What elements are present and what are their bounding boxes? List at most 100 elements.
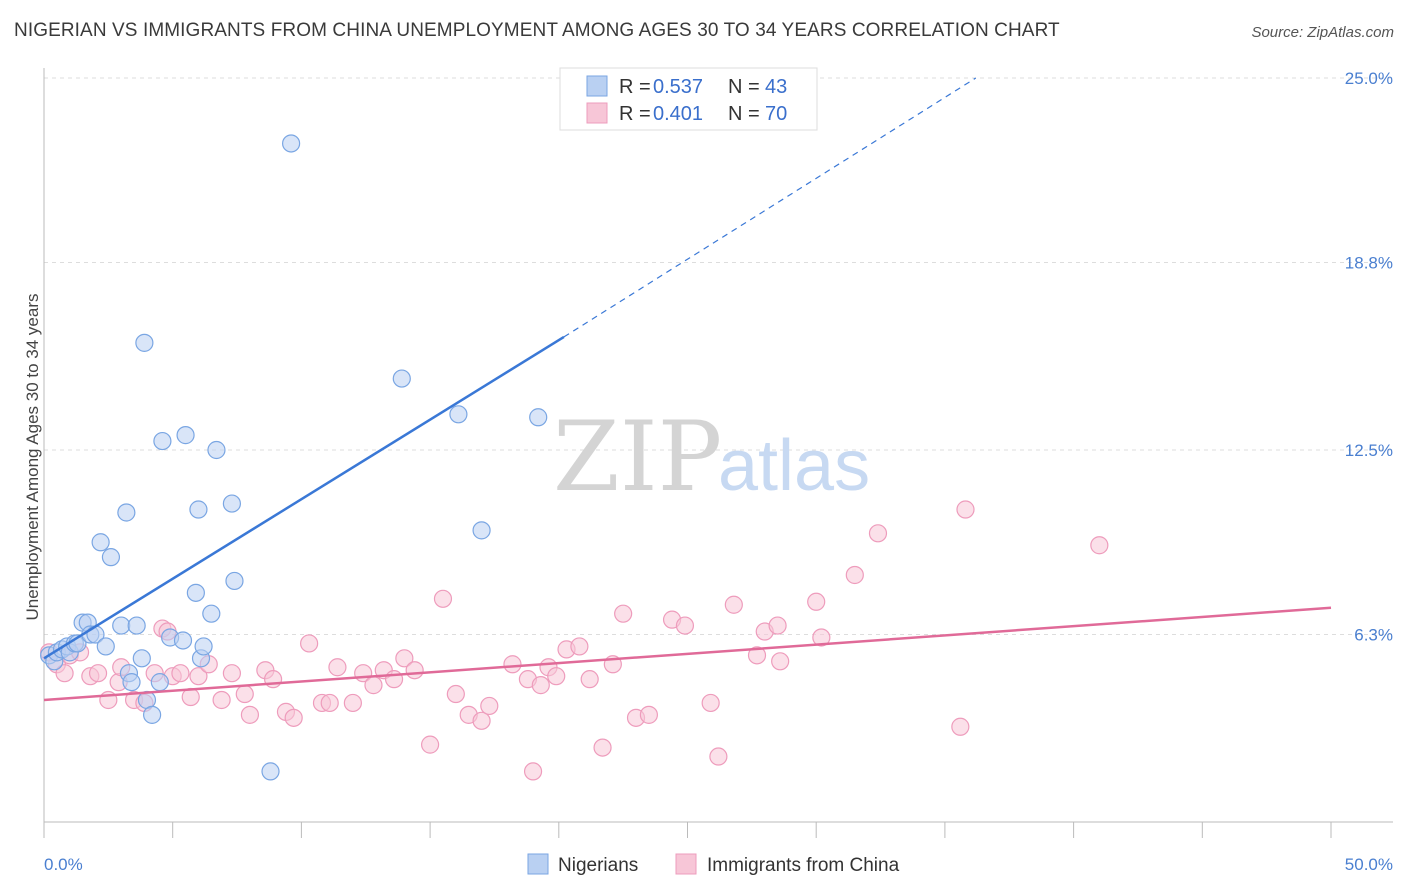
trend-line-nigerians-extension (563, 77, 977, 338)
data-point-china (480, 696, 499, 716)
legend-n-label-2: N = (728, 103, 760, 125)
data-point-nigerian (207, 440, 226, 460)
data-point-nigerian (449, 405, 468, 424)
data-point-china (328, 658, 347, 677)
watermark-zip: ZIP (553, 401, 722, 513)
data-point-china (384, 670, 404, 689)
data-point-china (531, 676, 550, 695)
data-point-china (868, 524, 888, 543)
data-point-nigerian (122, 673, 141, 692)
watermark-atlas: atlas (718, 426, 870, 506)
data-point-nigerian (472, 521, 491, 540)
data-point-china (709, 747, 728, 766)
data-point-china (807, 592, 826, 611)
data-point-nigerian (143, 705, 162, 724)
legend-n-value-1: 43 (765, 76, 787, 98)
chart-source: Source: ZipAtlas.com (1251, 24, 1394, 41)
data-point-china (320, 693, 339, 713)
trend-line-nigerians (43, 335, 565, 660)
y-tick-label: 18.8% (1345, 254, 1393, 273)
legend-r-label-2: R = (619, 103, 651, 125)
data-point-china (300, 634, 319, 653)
data-point-nigerian (112, 616, 131, 635)
data-point-china (724, 595, 743, 614)
data-point-nigerian (222, 494, 242, 513)
x-tick-labels: 0.0% 50.0% (44, 855, 1393, 874)
data-point-nigerian (150, 673, 169, 692)
legend: R = 0.537 N = 43 R = 0.401 N = 70 (559, 67, 818, 131)
y-axis-label: Unemployment Among Ages 30 to 34 years (23, 294, 42, 621)
data-point-nigerian (189, 500, 208, 519)
data-point-china (472, 711, 491, 730)
data-point-china (845, 565, 864, 585)
data-point-china (956, 500, 975, 519)
data-point-nigerian (392, 369, 411, 388)
bottom-legend-swatch-nigerians (527, 853, 549, 875)
data-point-china (701, 693, 720, 713)
y-tick-label: 25.0% (1345, 69, 1393, 88)
data-point-china (580, 670, 599, 689)
legend-swatch-nigerians (586, 75, 608, 97)
data-point-china (675, 616, 695, 635)
data-point-nigerian (176, 426, 195, 445)
data-point-nigerian (186, 583, 205, 602)
bottom-legend-nigerians: Nigerians (558, 855, 638, 876)
legend-swatch-china (586, 102, 608, 124)
data-point-nigerian (132, 649, 151, 668)
data-point-china (446, 684, 465, 704)
axes (43, 68, 1393, 838)
trend-lines (43, 77, 1332, 702)
data-point-china (240, 705, 260, 724)
bottom-legend-china: Immigrants from China (707, 855, 900, 876)
data-point-china (171, 664, 190, 683)
data-point-china (55, 664, 74, 683)
data-point-china (570, 637, 589, 656)
data-point-china (284, 708, 303, 727)
data-point-nigerian (282, 134, 301, 153)
y-tick-labels: 6.3% 12.5% 18.8% 25.0% (1345, 69, 1393, 645)
data-point-china (1090, 536, 1109, 555)
data-point-china (189, 667, 208, 686)
gridlines (44, 77, 1393, 636)
data-point-nigerian (261, 762, 280, 781)
chart-title: NIGERIAN VS IMMIGRANTS FROM CHINA UNEMPL… (14, 20, 1060, 41)
data-point-nigerian (194, 637, 213, 656)
data-point-china (547, 667, 566, 686)
data-point-nigerian (202, 604, 221, 623)
x-tick-label-max: 50.0% (1345, 855, 1393, 874)
data-point-china (951, 717, 970, 736)
data-point-china (405, 661, 424, 680)
data-point-nigerian (117, 503, 136, 522)
y-tick-label: 12.5% (1345, 441, 1393, 460)
data-point-china (88, 664, 108, 683)
data-point-china (222, 664, 242, 683)
data-point-nigerian (91, 533, 110, 552)
y-tick-label: 6.3% (1354, 626, 1393, 645)
data-point-china (503, 655, 522, 674)
x-tick-label-min: 0.0% (44, 855, 83, 874)
data-point-china (768, 616, 787, 635)
data-point-china (395, 649, 414, 668)
data-point-china (614, 604, 633, 623)
bottom-legend-swatch-china (675, 853, 697, 875)
data-point-nigerian (135, 333, 154, 352)
watermark: ZIP atlas (553, 401, 870, 513)
data-point-nigerian (101, 548, 121, 567)
bottom-legend: Nigerians Immigrants from China (527, 853, 900, 876)
data-point-nigerian (127, 616, 146, 635)
data-point-china (523, 762, 543, 781)
data-point-china (421, 735, 440, 754)
data-point-china (212, 690, 231, 710)
legend-r-value-1: 0.537 (653, 76, 703, 98)
data-point-china (364, 676, 383, 695)
data-point-china (639, 705, 658, 724)
data-point-nigerian (153, 431, 172, 451)
data-point-nigerian (529, 408, 548, 427)
data-point-china (812, 628, 831, 647)
data-point-china (433, 589, 453, 608)
data-point-china (771, 652, 790, 671)
data-point-nigerian (96, 637, 115, 656)
legend-n-label-1: N = (728, 76, 760, 98)
data-point-nigerian (173, 631, 193, 650)
